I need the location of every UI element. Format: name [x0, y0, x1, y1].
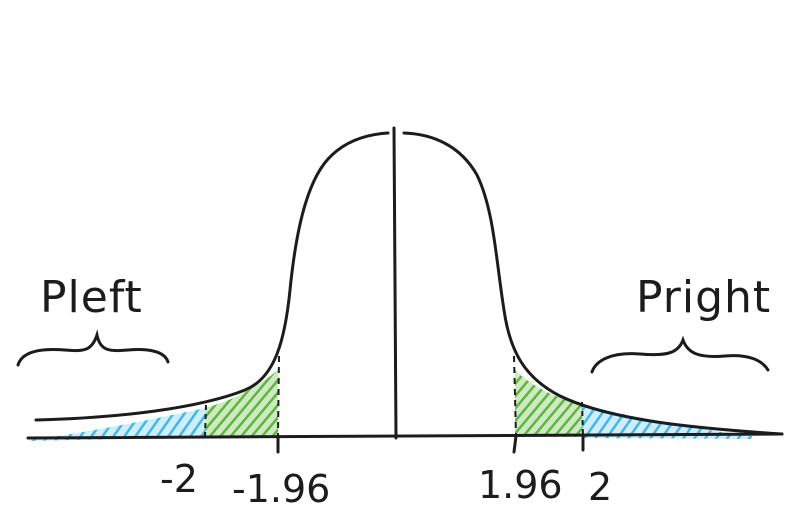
right-outer-tail-shading — [582, 405, 752, 439]
right-curly-brace — [590, 335, 770, 374]
tick-label-neg196: -1.96 — [232, 467, 330, 511]
left-inner-band-shading — [205, 370, 278, 437]
p-left-label: Pleft — [40, 272, 143, 323]
right-inner-band-shading — [515, 370, 582, 437]
cutoff-line-neg196 — [277, 355, 280, 437]
left-outer-tail-shading — [30, 408, 205, 441]
tick-label-neg2: -2 — [160, 457, 198, 501]
cutoff-line-pos2 — [581, 401, 584, 437]
bell-curve-left — [34, 131, 390, 422]
tick-mark-pos196 — [512, 434, 518, 454]
tick-label-pos2: 2 — [588, 465, 612, 509]
x-axis — [26, 432, 784, 440]
p-right-label: Pright — [636, 272, 771, 323]
center-line — [392, 126, 398, 440]
left-curly-brace — [16, 329, 170, 367]
bell-curve-right — [402, 131, 784, 436]
tick-label-pos196: 1.96 — [478, 463, 563, 507]
cutoff-line-pos196 — [513, 355, 517, 437]
